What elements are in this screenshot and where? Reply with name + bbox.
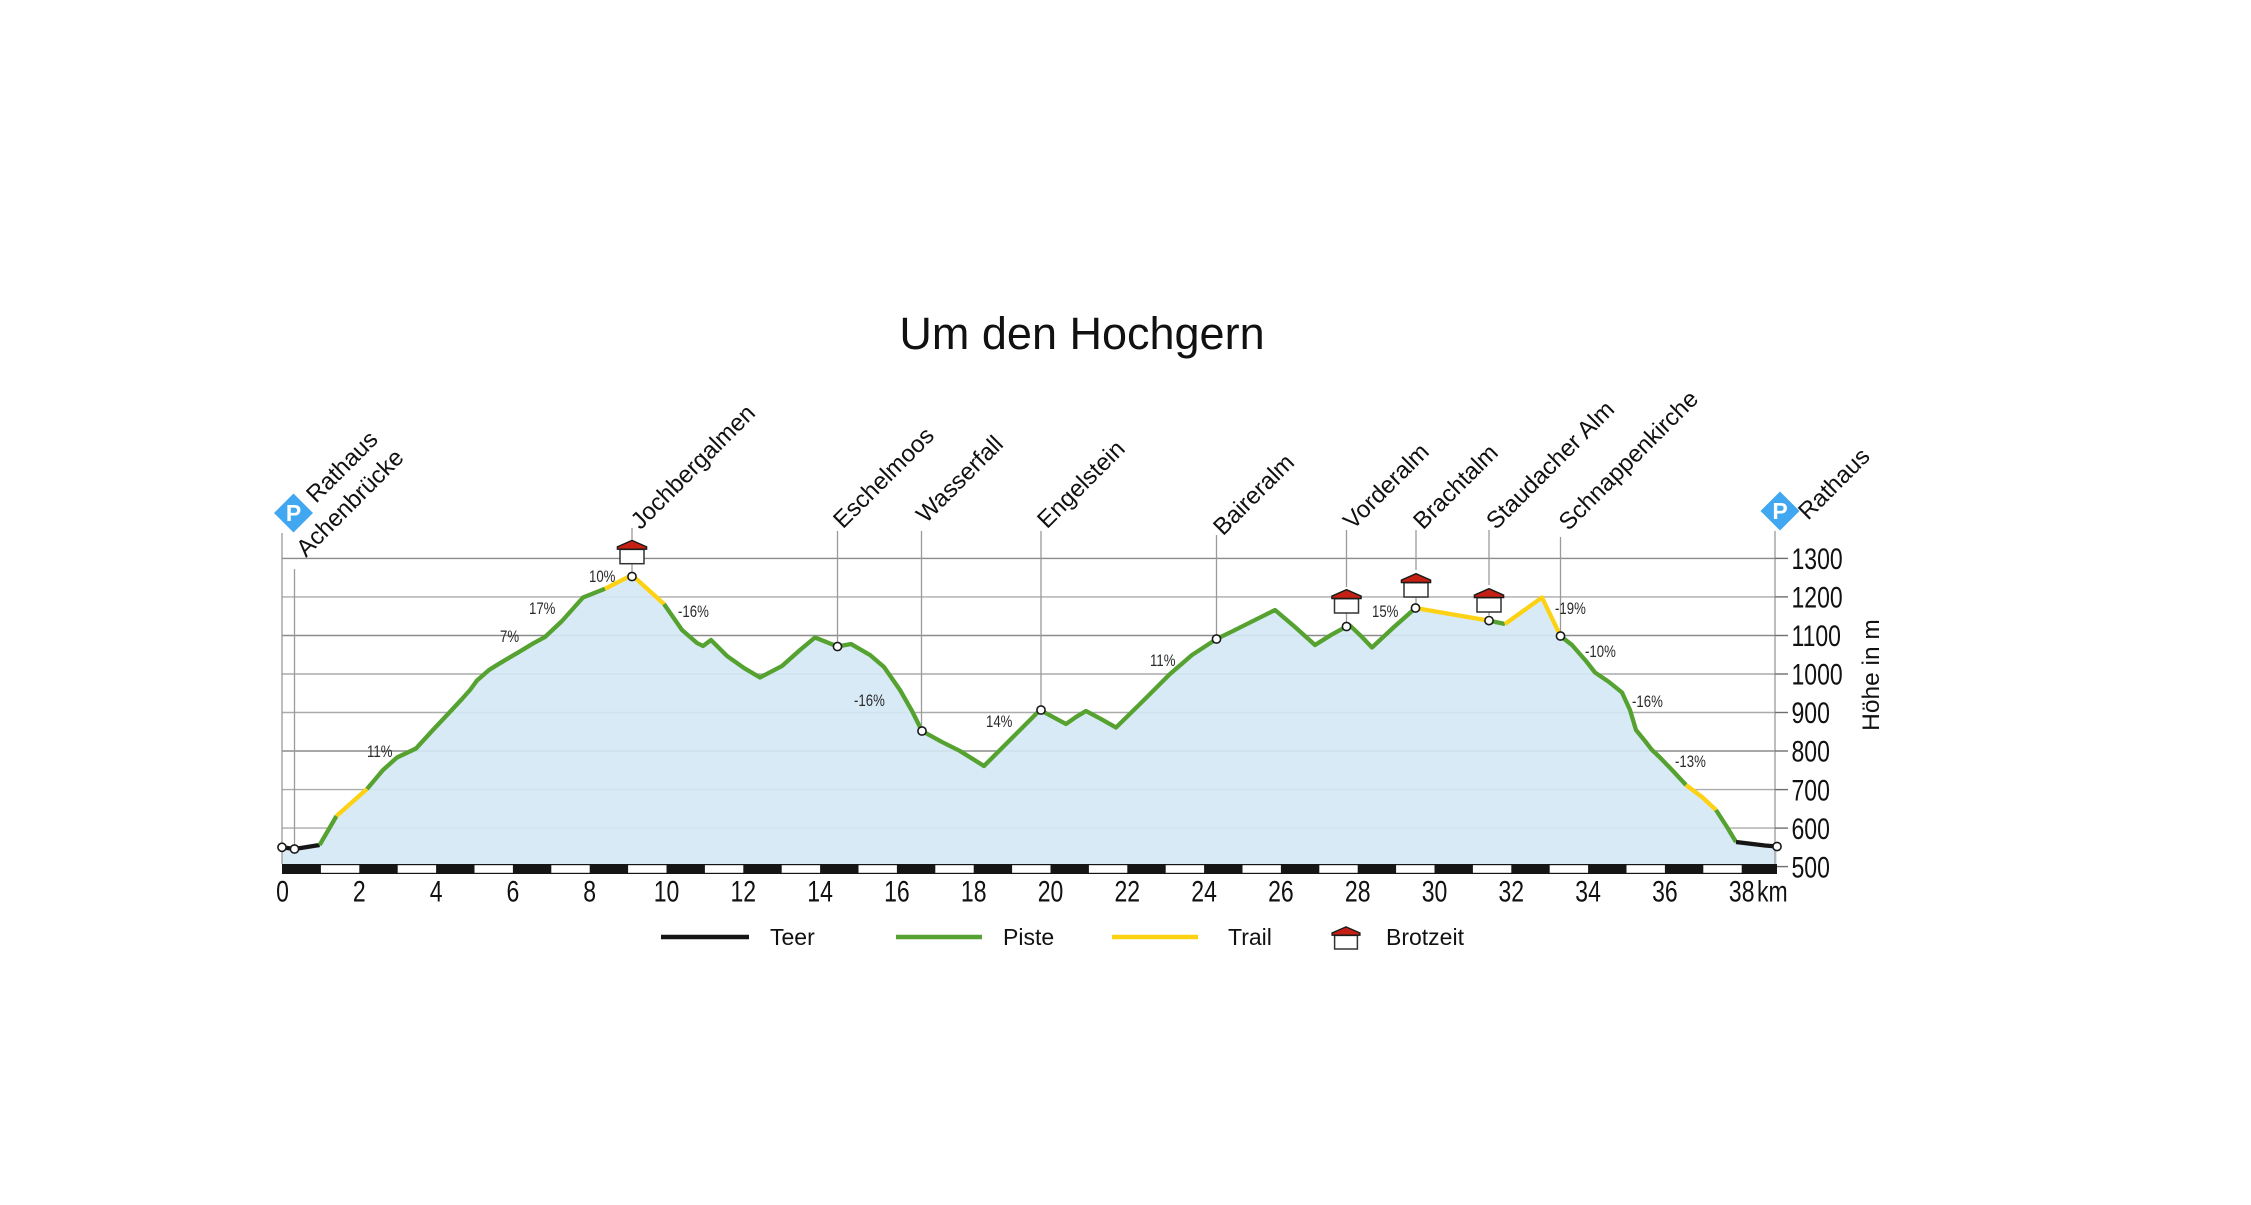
svg-text:2: 2 bbox=[353, 875, 366, 908]
svg-text:800: 800 bbox=[1792, 735, 1830, 768]
svg-text:600: 600 bbox=[1792, 812, 1830, 845]
svg-text:18: 18 bbox=[961, 875, 987, 908]
svg-text:-10%: -10% bbox=[1585, 643, 1616, 662]
svg-text:17%: 17% bbox=[529, 600, 555, 619]
svg-text:-16%: -16% bbox=[678, 603, 709, 622]
svg-text:-19%: -19% bbox=[1555, 600, 1586, 619]
svg-text:14: 14 bbox=[807, 875, 833, 908]
svg-text:11%: 11% bbox=[1150, 652, 1175, 671]
svg-text:Teer: Teer bbox=[770, 924, 815, 950]
svg-text:20: 20 bbox=[1038, 875, 1064, 908]
svg-text:36: 36 bbox=[1652, 875, 1678, 908]
svg-text:15%: 15% bbox=[1372, 603, 1398, 622]
svg-text:Brotzeit: Brotzeit bbox=[1386, 924, 1465, 950]
svg-text:-16%: -16% bbox=[1632, 693, 1663, 712]
svg-text:10: 10 bbox=[654, 875, 680, 908]
svg-text:-16%: -16% bbox=[854, 692, 885, 711]
svg-text:8: 8 bbox=[583, 875, 596, 908]
svg-text:1000: 1000 bbox=[1792, 658, 1843, 691]
svg-text:22: 22 bbox=[1115, 875, 1141, 908]
svg-text:26: 26 bbox=[1268, 875, 1294, 908]
svg-text:1200: 1200 bbox=[1792, 581, 1843, 614]
svg-text:16: 16 bbox=[884, 875, 910, 908]
svg-text:Trail: Trail bbox=[1228, 924, 1272, 950]
svg-text:7%: 7% bbox=[500, 628, 519, 647]
svg-text:km: km bbox=[1757, 875, 1788, 908]
svg-text:Um den Hochgern: Um den Hochgern bbox=[899, 308, 1264, 359]
svg-text:6: 6 bbox=[506, 875, 519, 908]
svg-text:Höhe in m: Höhe in m bbox=[1858, 619, 1885, 731]
svg-text:30: 30 bbox=[1422, 875, 1448, 908]
svg-text:10%: 10% bbox=[589, 568, 615, 587]
svg-text:14%: 14% bbox=[986, 713, 1012, 732]
svg-text:28: 28 bbox=[1345, 875, 1371, 908]
svg-text:-13%: -13% bbox=[1675, 753, 1706, 772]
svg-text:900: 900 bbox=[1792, 696, 1830, 729]
svg-text:0: 0 bbox=[276, 875, 289, 908]
svg-text:4: 4 bbox=[430, 875, 443, 908]
svg-text:700: 700 bbox=[1792, 774, 1830, 807]
svg-text:1300: 1300 bbox=[1792, 542, 1843, 575]
svg-text:32: 32 bbox=[1499, 875, 1525, 908]
svg-text:1100: 1100 bbox=[1792, 619, 1841, 652]
svg-text:12: 12 bbox=[731, 875, 757, 908]
svg-text:500: 500 bbox=[1792, 851, 1830, 884]
svg-text:34: 34 bbox=[1575, 875, 1601, 908]
svg-text:Piste: Piste bbox=[1003, 924, 1054, 950]
svg-text:11%: 11% bbox=[367, 743, 392, 762]
svg-text:24: 24 bbox=[1191, 875, 1217, 908]
svg-text:38: 38 bbox=[1729, 875, 1755, 908]
svg-text:P: P bbox=[1772, 498, 1787, 524]
svg-text:P: P bbox=[286, 500, 301, 526]
